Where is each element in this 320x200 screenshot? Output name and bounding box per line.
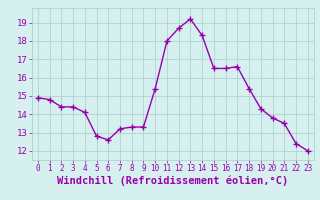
X-axis label: Windchill (Refroidissement éolien,°C): Windchill (Refroidissement éolien,°C) [57,176,288,186]
